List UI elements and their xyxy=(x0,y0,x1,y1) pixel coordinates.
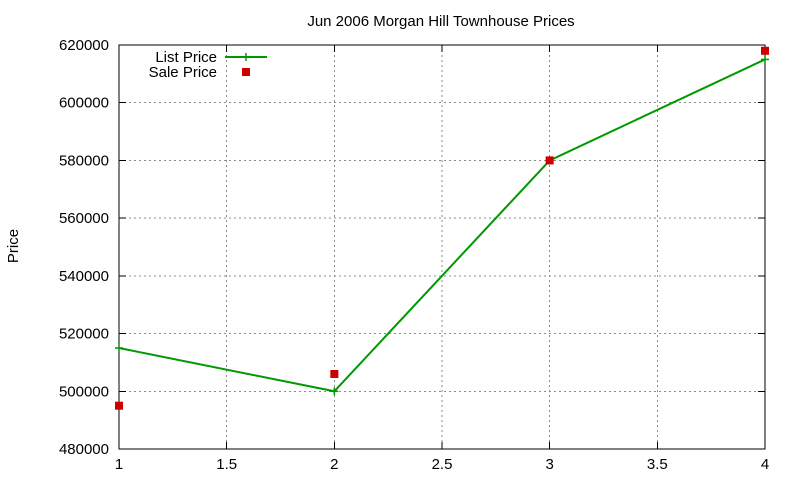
list-price-point xyxy=(761,55,769,64)
x-tick-label: 3.5 xyxy=(647,456,668,473)
legend-swatch-marker xyxy=(242,53,250,61)
x-tick-label: 1.5 xyxy=(216,456,237,473)
y-tick-label: 580000 xyxy=(59,152,109,169)
list-price-point xyxy=(330,387,339,396)
y-tick-label: 520000 xyxy=(59,326,109,343)
series-sale-price xyxy=(115,46,769,410)
y-axis-label: Price xyxy=(5,229,22,263)
y-tick-label: 500000 xyxy=(59,383,109,400)
x-tick-label: 2.5 xyxy=(432,456,453,473)
x-tick-label: 2 xyxy=(330,456,338,473)
sale-price-point xyxy=(330,369,339,378)
y-tick-label: 480000 xyxy=(59,441,109,458)
y-tick-label: 620000 xyxy=(59,37,109,54)
sale-price-point xyxy=(115,401,123,410)
legend-label: Sale Price xyxy=(149,64,217,81)
x-tick-label: 4 xyxy=(761,456,769,473)
list-price-point xyxy=(115,344,123,352)
list-price-line xyxy=(118,58,766,393)
series-layer xyxy=(115,46,769,410)
chart-title: Jun 2006 Morgan Hill Townhouse Prices xyxy=(307,13,574,30)
grid-layer xyxy=(119,45,765,449)
axis-layer: 1 1.5 2 2.5 3 3.5 4 480000 500000 520000 540000 560… xyxy=(59,37,769,473)
legend-item-sale-price: Sale Price xyxy=(149,64,250,81)
x-tick-label: 1 xyxy=(115,456,123,473)
y-tick-label: 560000 xyxy=(59,210,109,227)
y-tick-label: 540000 xyxy=(59,268,109,285)
legend-item-list-price: List Price xyxy=(155,49,267,66)
x-tick-label: 3 xyxy=(545,456,553,473)
y-tick-label: 600000 xyxy=(59,95,109,112)
sale-price-point xyxy=(761,46,769,55)
sale-price-point xyxy=(545,156,554,165)
legend-label: List Price xyxy=(155,49,217,66)
legend-swatch-marker xyxy=(242,68,250,76)
